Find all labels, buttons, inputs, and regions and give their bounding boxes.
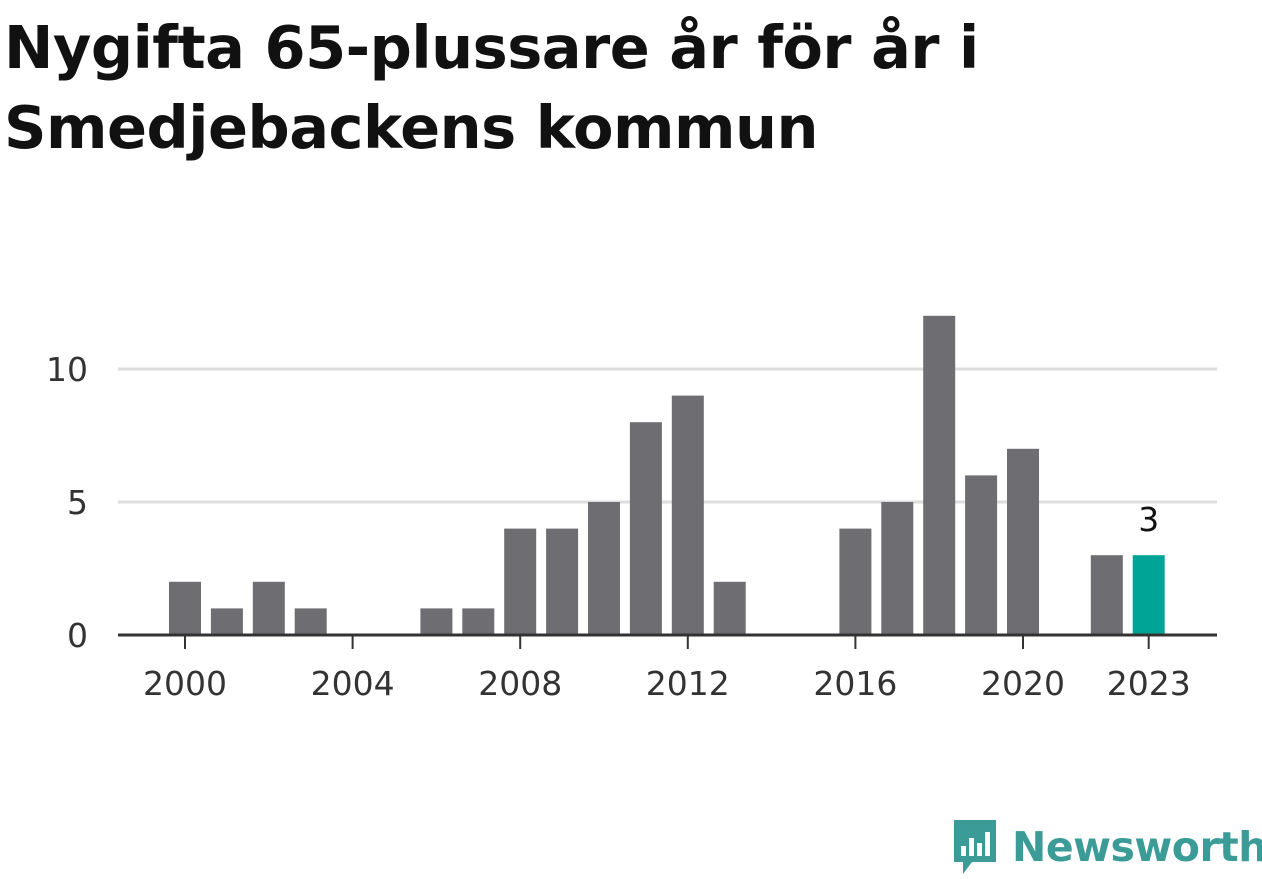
bars: [169, 315, 1165, 635]
bar-2016: [839, 528, 872, 635]
bar-2001: [210, 608, 243, 635]
x-tick-label: 2016: [813, 664, 897, 703]
bar-2000: [169, 581, 201, 635]
x-tick-label: 2020: [981, 664, 1065, 703]
bar-2017: [881, 502, 914, 635]
gridlines: [118, 367, 1217, 504]
y-tick-label: 10: [46, 350, 88, 389]
bar-2020: [1007, 448, 1039, 635]
bar-2008: [504, 528, 537, 635]
brand-name: Newsworthy: [1012, 823, 1262, 871]
newsworthy-logo-icon: [954, 820, 996, 874]
x-axis: [118, 633, 1217, 649]
data-labels: 3: [1138, 500, 1159, 539]
bar-2002: [252, 581, 285, 635]
x-axis-tick-labels: 2000 2004 2008 2012 2016 2020 2023: [143, 664, 1191, 703]
bar-2003: [294, 608, 327, 635]
x-tick-label: 2012: [646, 664, 730, 703]
bar-2019: [965, 475, 998, 635]
bar-2006: [420, 608, 453, 635]
bar-2011: [629, 422, 662, 635]
bar-2007: [462, 608, 495, 635]
y-tick-label: 0: [67, 616, 88, 655]
bar-2018: [923, 315, 956, 635]
y-tick-label: 5: [67, 483, 88, 522]
brand-logo: Newsworthy: [950, 816, 1262, 878]
x-tick-label: 2000: [143, 664, 227, 703]
data-label-2023: 3: [1138, 500, 1159, 539]
bar-2009: [546, 528, 579, 635]
bar-2012: [671, 395, 704, 635]
x-tick-label: 2023: [1107, 664, 1191, 703]
bar-2022: [1090, 555, 1123, 635]
bar-2010: [588, 502, 620, 635]
bar-2013: [713, 581, 746, 635]
y-axis-tick-labels: 0 5 10: [46, 350, 88, 655]
chart-title: Nygifta 65-plussare år för år i Smedjeba…: [4, 13, 979, 162]
bar-2023: [1132, 555, 1165, 635]
x-tick-label: 2008: [478, 664, 562, 703]
x-tick-label: 2004: [311, 664, 395, 703]
